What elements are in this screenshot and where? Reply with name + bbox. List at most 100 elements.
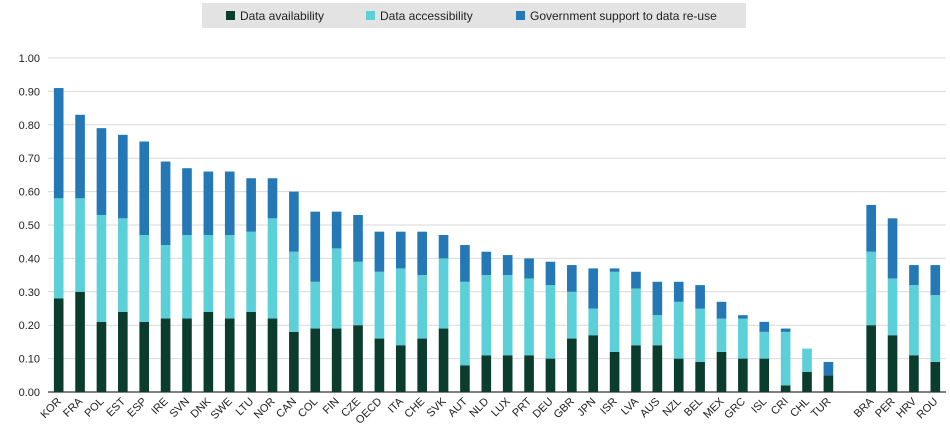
x-tick-label: MEX [701,395,727,421]
bar-che-series-3 [417,231,427,276]
bar-pol-series-1 [96,321,107,392]
legend-label-3: Government support to data re-use [530,9,717,23]
bar-bel-series-3 [695,285,705,309]
bar-prt-series-2 [524,278,534,356]
bar-per-series-3 [887,218,898,279]
bar-lux-series-3 [502,255,513,276]
bar-svn-series-2 [182,235,192,319]
bar-nzl-series-1 [673,358,684,392]
bar-ita-series-1 [395,345,406,392]
bar-mex-series-1 [716,351,727,392]
bar-kor-series-3 [53,88,64,199]
x-tick-label: ISR [598,396,619,417]
y-tick-label: 0.40 [19,253,40,265]
bar-aus-series-3 [652,281,663,316]
bar-can-series-2 [289,251,299,332]
bar-aus-series-1 [652,345,663,392]
x-tick-label: CHL [788,396,812,420]
bar-grc-series-2 [738,318,748,359]
bar-est-series-3 [118,134,128,219]
bar-nor-series-2 [267,218,278,319]
x-tick-label: GBR [552,396,577,421]
bar-nld-series-1 [481,355,492,392]
bar-kor-series-1 [53,298,64,392]
x-tick-label: SWE [209,396,235,422]
bar-ltu-series-1 [246,311,256,392]
bar-col-series-1 [310,328,321,392]
bar-fra-series-2 [75,198,85,292]
legend-background [202,3,746,28]
bar-fin-series-3 [331,211,342,249]
bar-chl-series-1 [802,371,812,392]
x-tick-label: NOR [252,396,278,422]
x-tick-label: DEU [531,396,556,421]
bar-ltu-series-2 [246,231,256,312]
bar-oecd-series-3 [374,231,385,272]
bar-fra-series-1 [75,291,85,392]
bar-bra-series-2 [866,251,876,326]
bar-per-series-2 [887,278,898,336]
bar-rou-series-3 [930,265,941,296]
x-tick-label: COL [296,396,320,420]
x-tick-label: NLD [467,396,491,420]
x-tick-label: DNK [189,395,214,420]
bar-aut-series-2 [460,281,470,366]
bar-aut-series-3 [460,245,470,282]
bar-cze-series-1 [353,325,363,392]
bar-ire-series-2 [160,245,171,319]
bar-per-series-1 [887,335,898,392]
bar-tur-series-1 [823,375,834,392]
bar-lux-series-2 [502,275,513,356]
x-tick-label: IRE [149,396,170,417]
x-tick-label: PRT [510,395,534,419]
y-tick-label: 0.50 [19,220,40,232]
x-tick-label: PER [873,396,898,421]
bar-nzl-series-2 [673,301,684,359]
bar-can-series-3 [289,191,299,252]
bar-kor-series-2 [53,198,64,299]
y-tick-label: 0.20 [19,320,40,332]
bar-prt-series-3 [524,258,534,279]
bar-tur-series-3 [823,361,834,376]
x-tick-label: HRV [894,395,919,420]
bar-bra-series-3 [866,204,876,252]
y-tick-label: 0.30 [19,287,40,299]
bar-lva-series-3 [631,271,641,289]
bar-svk-series-1 [438,328,449,392]
bar-jpn-series-2 [588,308,599,336]
gridlines [48,57,946,360]
bar-swe-series-3 [224,171,235,236]
bar-gbr-series-3 [567,265,577,292]
bar-isl-series-1 [759,358,770,392]
legend-label-1: Data availability [240,9,324,23]
x-tick-label: KOR [38,396,63,421]
y-tick-label: 0.60 [19,187,40,199]
x-tick-label: EST [104,395,128,419]
bar-ita-series-2 [395,268,406,346]
x-tick-label: TUR [809,396,834,421]
bar-deu-series-2 [545,285,556,359]
x-tick-label: POL [83,396,107,420]
bar-deu-series-1 [545,358,556,392]
bar-nld-series-3 [481,251,492,276]
bar-est-series-2 [118,218,128,312]
bar-lux-series-1 [502,355,513,392]
bar-fin-series-1 [331,328,342,392]
bar-svk-series-3 [438,235,449,259]
bar-lva-series-2 [631,288,641,346]
bar-ltu-series-3 [246,178,256,232]
x-tick-label: LUX [489,395,513,419]
bars [53,88,941,392]
bar-bra-series-1 [866,325,876,392]
y-tick-label: 0.80 [19,120,40,132]
bar-ire-series-3 [160,161,171,246]
bar-esp-series-3 [139,141,150,236]
y-tick-label: 0.10 [19,354,40,366]
bar-svn-series-3 [182,168,192,236]
bar-cri-series-3 [780,328,791,332]
x-tick-label: LVA [619,395,642,418]
bar-ire-series-1 [160,318,171,392]
bar-nld-series-2 [481,275,492,356]
bar-col-series-3 [310,211,321,282]
bar-isl-series-2 [759,331,770,359]
